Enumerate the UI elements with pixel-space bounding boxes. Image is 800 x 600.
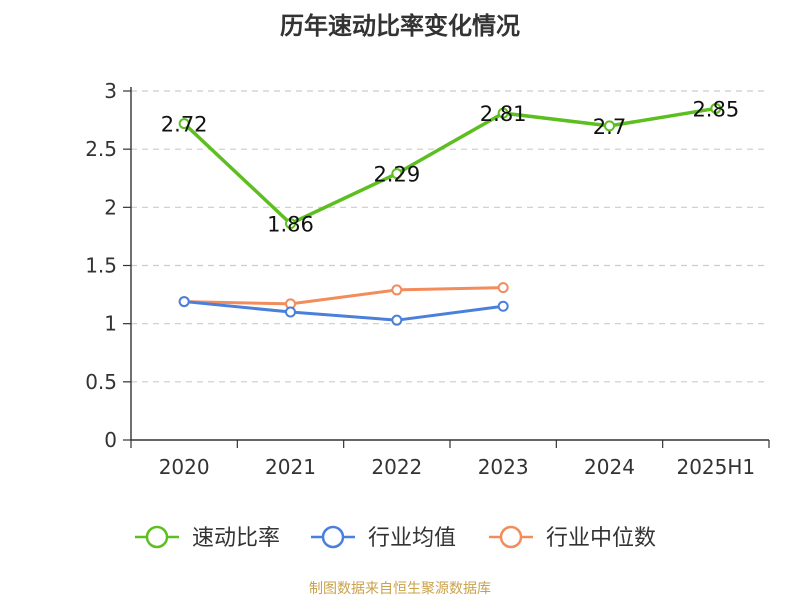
series-layer <box>178 102 722 326</box>
data-label: 2.81 <box>480 102 527 126</box>
data-point <box>391 168 403 180</box>
x-tick-label: 2021 <box>265 455 316 479</box>
data-point <box>497 282 509 294</box>
series-line <box>184 286 504 306</box>
data-point <box>391 284 403 296</box>
data-label: 2.29 <box>373 163 420 187</box>
y-tick-label: 1.5 <box>85 254 117 278</box>
legend-marker-icon <box>321 525 345 549</box>
x-tick-label: 2020 <box>159 455 210 479</box>
data-label: 1.86 <box>267 213 314 237</box>
data-point <box>497 107 509 119</box>
y-tick-label: 2 <box>104 195 117 219</box>
legend-item[interactable]: 行业中位数 <box>489 525 656 551</box>
data-point <box>604 120 615 132</box>
legend-label: 行业均值 <box>368 526 456 551</box>
data-point <box>178 118 190 130</box>
data-point <box>710 102 722 114</box>
data-labels: 2.72 1.86 2.29 2.81 2.7 2.85 <box>161 97 739 236</box>
y-tick-label: 3 <box>104 79 117 103</box>
data-point <box>178 296 190 308</box>
legend[interactable]: 速动比率 行业均值 行业中位数 <box>135 525 656 551</box>
source-note: 制图数据来自恒生聚源数据库 <box>309 581 491 597</box>
legend-marker-icon <box>499 525 523 549</box>
data-point <box>285 218 296 230</box>
legend-label: 行业中位数 <box>546 526 656 551</box>
x-tick-label: 2023 <box>478 455 529 479</box>
x-tick-label: 2024 <box>584 455 635 479</box>
y-tick-label: 0.5 <box>85 370 117 394</box>
grid-lines <box>131 90 769 383</box>
data-label: 2.72 <box>161 113 208 137</box>
data-point <box>497 300 509 312</box>
legend-item[interactable]: 速动比率 <box>135 525 280 551</box>
series-line <box>182 106 717 226</box>
chart-title: 历年速动比率变化情况 <box>280 12 520 40</box>
data-point <box>285 306 296 318</box>
data-label: 2.85 <box>692 97 739 121</box>
data-label: 2.7 <box>593 115 626 139</box>
y-tick-label: 1 <box>104 312 117 336</box>
series-line <box>184 300 504 322</box>
axes: 0 0.5 1 1.5 2 2.5 3 2020 2021 2022 2023 2024 2025H1 <box>85 79 770 479</box>
y-tick-label: 0 <box>104 428 117 452</box>
x-tick-label: 2022 <box>371 455 422 479</box>
legend-marker-icon <box>145 525 169 549</box>
y-tick-label: 2.5 <box>85 137 117 161</box>
legend-label: 速动比率 <box>192 526 280 551</box>
x-tick-label: 2025H1 <box>676 455 755 479</box>
legend-item[interactable]: 行业均值 <box>311 525 456 551</box>
data-point <box>391 314 403 326</box>
